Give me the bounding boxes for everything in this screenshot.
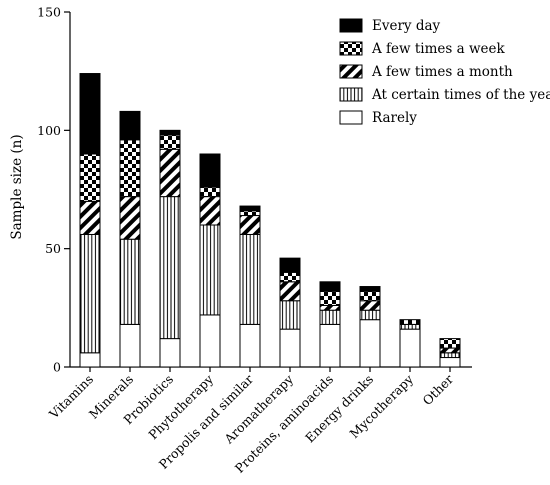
bar-segment — [359, 309, 381, 321]
y-tick-label: 0 — [53, 360, 61, 375]
bar-segment — [119, 196, 141, 240]
legend-label: A few times a month — [371, 64, 513, 80]
bar-segment — [279, 300, 301, 330]
bar-segment — [119, 323, 141, 368]
bar-segment — [239, 205, 261, 212]
bar-segment — [439, 352, 461, 359]
bar-segment — [199, 224, 221, 316]
bar-segment — [199, 314, 221, 368]
bar-segment — [399, 328, 421, 368]
bar-segment — [199, 153, 221, 188]
bar-segment — [359, 286, 381, 292]
bar-segment — [79, 200, 101, 235]
bar-segment — [79, 73, 101, 155]
bar-segment — [279, 271, 301, 283]
bar-segment — [159, 338, 181, 368]
bar-segment — [159, 196, 181, 340]
legend-label: A few times a week — [371, 41, 505, 57]
bar-segment — [159, 134, 181, 150]
x-tick-label: Other — [420, 372, 457, 409]
bar-segment — [239, 323, 261, 368]
bar-segment — [279, 281, 301, 302]
y-tick-label: 50 — [45, 241, 61, 256]
bar-segment — [319, 309, 341, 325]
bar-segment — [319, 281, 341, 292]
bar-segment — [359, 290, 381, 302]
bar-segment — [119, 238, 141, 325]
bar-segment — [199, 196, 221, 226]
chart-legend: Every day A few times a week A few times a… — [339, 18, 550, 126]
legend-label: Rarely — [372, 110, 417, 126]
y-axis-title: Sample size (n) — [9, 134, 25, 239]
bar-segment — [79, 153, 101, 202]
legend-label: Every day — [372, 18, 441, 34]
legend-swatch — [339, 41, 363, 56]
bar-segment — [399, 319, 421, 325]
bar-segment — [79, 352, 101, 368]
legend-swatch — [339, 64, 363, 79]
legend-swatch — [339, 110, 363, 125]
bar-segment — [239, 233, 261, 325]
bar-segment — [159, 129, 181, 136]
chart-bars — [79, 73, 461, 368]
bar-segment — [359, 319, 381, 368]
bar-segment — [119, 139, 141, 198]
x-tick-label: Aromatherapy — [221, 371, 297, 447]
y-tick-label: 150 — [37, 5, 61, 20]
bar-segment — [239, 210, 261, 217]
bar-segment — [439, 347, 461, 354]
bar-segment — [319, 304, 341, 311]
bar-segment — [159, 148, 181, 198]
bar-segment — [279, 328, 301, 368]
bar-segment — [199, 186, 221, 198]
bar-segment — [399, 323, 421, 330]
bar-segment — [319, 290, 341, 306]
bar-segment — [239, 215, 261, 235]
bar-segment — [79, 233, 101, 354]
legend-swatch — [339, 87, 363, 102]
bar-segment — [119, 110, 141, 141]
legend-label: At certain times of the year — [371, 87, 550, 103]
legend-swatch — [339, 18, 363, 33]
bar-segment — [439, 357, 461, 368]
bar-segment — [359, 300, 381, 311]
bar-segment — [279, 257, 301, 273]
category-labels: VitaminsMineralsProbioticsPhytotherapyPr… — [45, 371, 456, 476]
y-tick-label: 100 — [37, 123, 61, 138]
bar-segment — [439, 338, 461, 349]
bar-segment — [319, 323, 341, 368]
